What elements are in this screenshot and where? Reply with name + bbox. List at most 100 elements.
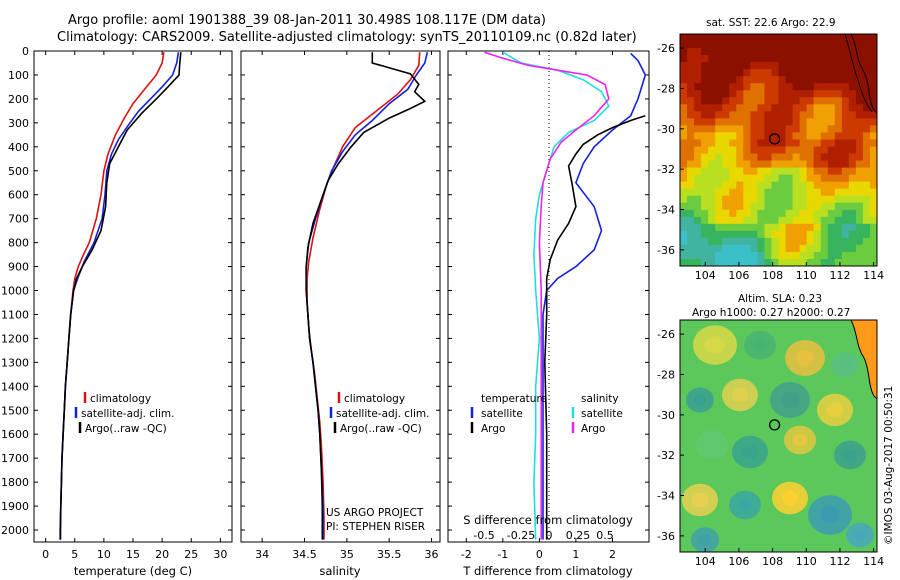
sst-cell <box>827 209 836 218</box>
sst-cell <box>680 55 688 63</box>
map-y-tick-label: -32 <box>657 163 675 176</box>
sst-cell <box>778 216 787 225</box>
sst-cell <box>722 216 730 225</box>
sst-cell <box>729 230 737 239</box>
depth-tick-label: 1300 <box>1 356 29 369</box>
sst-cell <box>715 188 723 197</box>
series-line <box>59 52 182 540</box>
sst-cell <box>729 76 737 84</box>
sst-cell <box>827 167 836 176</box>
sst-cell <box>701 111 709 119</box>
map-x-tick-label: 110 <box>796 555 817 568</box>
sst-cell <box>869 216 877 225</box>
sst-cell <box>862 83 871 91</box>
sst-cell <box>834 223 843 232</box>
x-tick-label: 36 <box>425 548 439 561</box>
sst-cell <box>736 209 744 218</box>
sst-cell <box>862 258 871 266</box>
sla-eddy-core <box>691 492 709 508</box>
sst-cell <box>855 258 864 266</box>
sst-cell <box>729 132 737 140</box>
sst-cell <box>827 34 836 42</box>
sst-cell <box>792 209 801 218</box>
depth-tick-label: 1800 <box>1 476 29 489</box>
map-y-tick-label: -36 <box>657 530 675 543</box>
x-tick-label-top: -0.25 <box>507 529 535 542</box>
sst-cell <box>687 41 695 49</box>
sst-cell <box>862 244 871 253</box>
sst-cell <box>764 125 772 133</box>
sst-cell <box>771 230 779 239</box>
depth-tick-label: 100 <box>8 69 29 82</box>
sst-cell <box>715 104 723 112</box>
sst-cell <box>827 153 836 162</box>
sla-eddy-core <box>796 350 814 366</box>
sst-cell <box>827 62 836 70</box>
sst-cell <box>764 181 772 190</box>
map-y-tick-label: -36 <box>657 244 675 257</box>
sst-cell <box>820 258 829 266</box>
sst-cell <box>799 97 808 105</box>
sst-cell <box>862 139 871 147</box>
sst-cell <box>715 125 723 133</box>
sst-cell <box>764 160 772 169</box>
sst-cell <box>820 202 829 211</box>
sst-cell <box>813 41 822 49</box>
sst-cell <box>848 139 857 147</box>
sst-cell <box>750 216 758 225</box>
sst-cell <box>694 174 702 183</box>
sst-cell <box>841 237 850 246</box>
sst-cell <box>813 230 822 239</box>
sst-cell <box>743 237 751 246</box>
sst-cell <box>834 167 843 176</box>
depth-tick-label: 400 <box>8 141 29 154</box>
sst-cell <box>722 195 730 204</box>
sst-cell <box>820 237 829 246</box>
sst-cell <box>827 69 836 77</box>
sst-cell <box>701 216 709 225</box>
sst-cell <box>764 62 772 70</box>
sla-eddy-core <box>826 402 844 418</box>
map-x-tick-label: 106 <box>728 555 749 568</box>
sst-cell <box>757 62 765 70</box>
sst-cell <box>827 237 836 246</box>
sst-cell <box>680 139 688 147</box>
sst-cell <box>806 83 815 91</box>
sst-cell <box>687 139 695 147</box>
sst-cell <box>869 34 877 42</box>
sst-cell <box>841 48 850 56</box>
sst-cell <box>680 244 688 253</box>
sst-cell <box>708 174 716 183</box>
sst-cell <box>827 223 836 232</box>
sst-cell <box>708 188 716 197</box>
sst-cell <box>862 251 871 260</box>
temperature-plot-frame <box>33 50 233 543</box>
sst-cell <box>750 132 758 140</box>
depth-axis: 0 100 200 300 400 500 600 700 800 900 1000 1100 1200… <box>1 45 649 537</box>
sst-map-title: sat. SST: 22.6 Argo: 22.9 <box>706 17 836 29</box>
sst-cell <box>778 251 787 260</box>
sst-cell <box>785 69 794 77</box>
sst-cell <box>701 181 709 190</box>
sst-cell <box>841 160 850 169</box>
sst-cell <box>694 153 702 162</box>
sst-cell <box>736 202 744 211</box>
coastline <box>850 320 877 400</box>
sst-cell <box>799 258 808 266</box>
sst-map-frame <box>679 33 878 267</box>
sst-cell <box>799 160 808 169</box>
sst-cell <box>736 132 744 140</box>
sst-cell <box>855 251 864 260</box>
sst-cell <box>869 97 877 105</box>
sst-cell <box>750 76 758 84</box>
sst-cell <box>806 258 815 266</box>
sst-cell <box>848 160 857 169</box>
sst-cell <box>827 188 836 197</box>
sst-cell <box>806 41 815 49</box>
sst-cell <box>820 132 829 140</box>
sst-cell <box>813 104 822 112</box>
sst-cell <box>785 181 794 190</box>
series-line <box>305 52 427 540</box>
sst-cell <box>827 174 836 183</box>
sst-cell <box>694 118 702 126</box>
